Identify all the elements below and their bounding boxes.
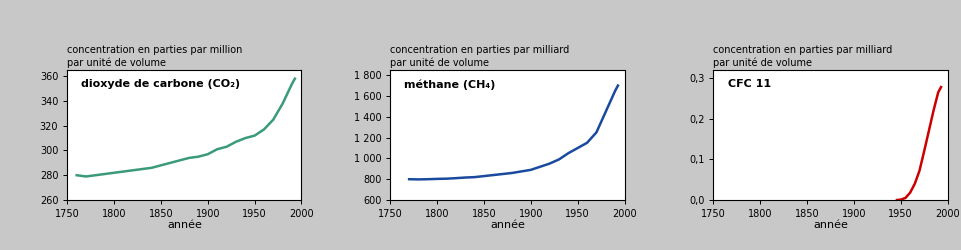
Text: concentration en parties par million: concentration en parties par million — [67, 45, 242, 55]
Text: par unité de volume: par unité de volume — [713, 57, 812, 68]
X-axis label: année: année — [489, 220, 525, 230]
Text: concentration en parties par milliard: concentration en parties par milliard — [713, 45, 892, 55]
Text: par unité de volume: par unité de volume — [67, 57, 166, 68]
Text: CFC 11: CFC 11 — [727, 79, 770, 89]
Text: dioxyde de carbone (CO₂): dioxyde de carbone (CO₂) — [82, 79, 240, 89]
X-axis label: année: année — [812, 220, 847, 230]
X-axis label: année: année — [167, 220, 202, 230]
Text: concentration en parties par milliard: concentration en parties par milliard — [390, 45, 569, 55]
Text: méthane (CH₄): méthane (CH₄) — [404, 79, 495, 90]
Text: par unité de volume: par unité de volume — [390, 57, 489, 68]
